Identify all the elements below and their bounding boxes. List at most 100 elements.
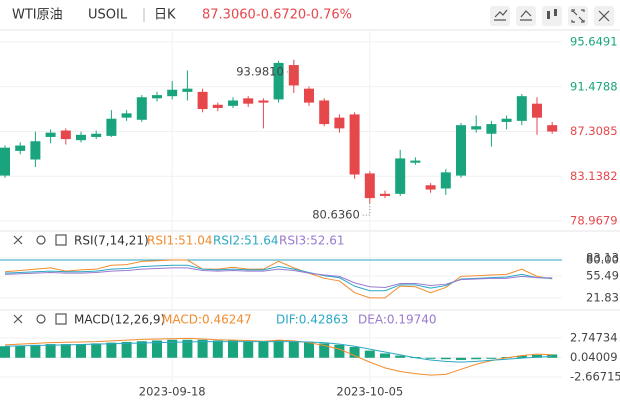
change-percent: -0.76% (306, 8, 352, 23)
macd-bar (0, 346, 10, 358)
rsi-title: RSI(7,14,21) (74, 234, 149, 248)
macd-bar (136, 341, 147, 358)
add-icon[interactable] (55, 234, 67, 246)
candle-body (15, 145, 26, 151)
macd-bar (197, 339, 208, 358)
macd-bar (532, 354, 542, 358)
annotation-label: 93.9810 (236, 64, 284, 78)
candle-body (197, 91, 208, 110)
macd-bar (319, 343, 330, 358)
macd-bar (456, 357, 466, 360)
candle-body (471, 126, 482, 130)
candle-body (152, 95, 162, 99)
candle-body (182, 88, 193, 92)
settings-icon[interactable] (36, 314, 46, 324)
legend-label: DIF:0.42863 (276, 313, 348, 327)
macd-controls (13, 313, 67, 325)
y-tick-label: 87.3085 (570, 124, 618, 138)
macd-bar (425, 357, 436, 359)
macd-bar (349, 346, 360, 358)
y-tick-label: 83.13 (586, 251, 619, 265)
candle-body (167, 89, 178, 97)
candle-body (212, 104, 223, 108)
candle-body (91, 133, 102, 137)
y-tick-label: 21.83 (586, 291, 619, 305)
candle-body (456, 125, 466, 176)
candle-body (288, 65, 299, 86)
price: 87.3060 (202, 8, 256, 23)
legend-label: DEA:0.19740 (358, 313, 437, 327)
macd-bar (167, 339, 178, 358)
y-tick-label: 95.6491 (570, 35, 618, 49)
candle-body (486, 124, 497, 134)
settings-icon[interactable] (36, 235, 46, 245)
y-tick-label: 91.4788 (570, 79, 618, 93)
symbol-code: USOIL (88, 8, 128, 23)
add-icon[interactable] (55, 313, 67, 325)
macd-bar (547, 354, 558, 358)
rsi-line (4, 259, 553, 299)
macd-bar (182, 339, 193, 358)
macd-bar (15, 345, 26, 358)
candle-body (45, 132, 56, 137)
macd-bar (471, 357, 482, 360)
y-tick-label: -2.66715 (570, 370, 620, 384)
candle-body (121, 113, 132, 118)
candle-body (30, 141, 41, 160)
candle-body (60, 130, 71, 140)
candle-body (440, 172, 451, 189)
candle-body (532, 103, 542, 118)
macd-bar (30, 344, 41, 358)
remove-icon[interactable] (13, 314, 23, 324)
macd-bar (258, 341, 269, 358)
macd-bar (304, 341, 314, 358)
candle-body (76, 134, 86, 141)
candle-body (410, 160, 421, 163)
candle-body (425, 185, 436, 190)
macd-bar (45, 344, 56, 358)
candle-body (364, 173, 375, 199)
close-button[interactable] (594, 6, 614, 26)
rsi-line (4, 267, 553, 288)
symbol-name: WTI原油 (12, 8, 63, 23)
y-tick-label: 2.74734 (570, 331, 618, 345)
macd-bar (288, 341, 299, 358)
macd-bar (91, 343, 102, 358)
macd-bar (380, 353, 390, 358)
macd-bar (516, 355, 527, 358)
candle-body (0, 147, 10, 176)
macd-bar (364, 350, 375, 358)
candle-body (243, 98, 254, 104)
macd-bar (76, 344, 86, 358)
annotation-label: 80.6360 (312, 208, 360, 222)
rsi-controls (13, 234, 67, 246)
legend-label: MACD:0.46247 (162, 313, 252, 327)
macd-bar (212, 340, 223, 358)
indicator-button[interactable] (516, 6, 536, 26)
candle-body (334, 117, 345, 129)
macd-bar (334, 344, 345, 358)
y-tick-label: 0.04009 (570, 350, 618, 364)
candle-button[interactable] (542, 6, 562, 26)
draw-button[interactable] (490, 6, 510, 26)
candle-body (380, 193, 390, 196)
macd-bar (60, 344, 71, 358)
macd-bar (106, 342, 117, 358)
y-tick-label: 80.00 (586, 253, 619, 267)
macd-bar (243, 341, 254, 358)
macd-bar (228, 340, 238, 358)
rsi-line (4, 264, 553, 292)
y-tick-label: 55.49 (586, 269, 619, 283)
candle-body (273, 62, 284, 100)
candle-body (516, 96, 527, 121)
macd-title: MACD(12,26,9) (74, 313, 165, 327)
candle-body (228, 100, 238, 106)
fullscreen-button[interactable] (568, 6, 588, 26)
candle-body (395, 158, 406, 194)
candle-body (349, 114, 360, 175)
y-tick-label: 78.9679 (570, 214, 618, 228)
remove-icon[interactable] (13, 235, 23, 245)
